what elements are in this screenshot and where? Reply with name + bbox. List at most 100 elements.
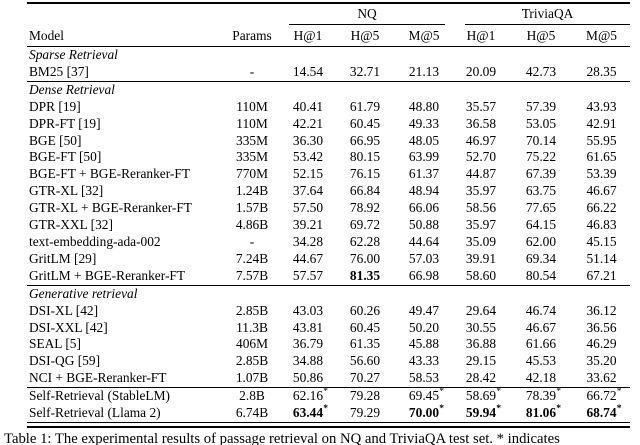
model-cell: BGE [50] bbox=[29, 132, 82, 148]
metric-value: 62.28 bbox=[349, 233, 381, 249]
metric-value: 63.75 bbox=[525, 183, 557, 199]
group-rule: TriviaQA bbox=[465, 4, 631, 25]
metric-value: 48.05 bbox=[408, 132, 440, 148]
table-row: DPR-FT [19] 110M 42.21 60.45 49.33 36.58 53.05… bbox=[27, 116, 630, 133]
metric-value: 61.37 bbox=[408, 166, 440, 182]
metric-value: 46.83 bbox=[586, 217, 617, 233]
table-row: BM25 [37] -14.54 32.71 21.13 20.09 42.73 28.35 bbox=[27, 63, 631, 82]
table-caption: Table 1: The experimental results of pas… bbox=[4, 431, 560, 445]
table-row: NCI + BGE-Reranker-FT 1.07B 50.86 70.27 58.5… bbox=[27, 370, 631, 389]
metric-value: 66.84 bbox=[349, 183, 381, 199]
metric-value: 57.57 bbox=[292, 267, 324, 283]
metric-value: 43.81 bbox=[292, 319, 324, 335]
metric-cell: 50.20 bbox=[395, 320, 453, 337]
model-cell: DSI-XXL [42] bbox=[29, 319, 108, 335]
metric-cell: 69.34 bbox=[509, 251, 573, 268]
metric-cell: 35.97 bbox=[453, 183, 509, 200]
metric-value: 42.18 bbox=[525, 370, 557, 386]
col-header-model-0: Model bbox=[27, 25, 223, 47]
metric-value: 34.28 bbox=[292, 233, 324, 249]
metric-value: 36.56 bbox=[586, 319, 617, 335]
metric-value: 76.00 bbox=[349, 250, 381, 266]
metric-value: 75.22 bbox=[525, 149, 557, 165]
metric-cell: 42.21 bbox=[281, 116, 335, 133]
metric-value: 76.15 bbox=[349, 166, 381, 182]
col-header-params-1: Params bbox=[223, 25, 281, 47]
metric-value: 43.03 bbox=[292, 302, 324, 318]
model-cell: GTR-XL + BGE-Reranker-FT bbox=[29, 200, 192, 216]
metric-cell: 35.57 bbox=[453, 99, 509, 116]
metric-cell: 58.56 bbox=[453, 200, 509, 217]
metric-cell: 60.45 bbox=[335, 116, 395, 133]
metric-cell: 44.64 bbox=[395, 234, 453, 251]
params-cell: 4.86B bbox=[235, 217, 269, 233]
metric-value: 70.14 bbox=[525, 132, 557, 148]
metric-value: 66.06 bbox=[408, 200, 440, 216]
metric-value: 61.79 bbox=[349, 98, 381, 114]
metric-value: 79.28 bbox=[349, 388, 381, 404]
metric-cell: 36.79 bbox=[281, 336, 335, 353]
metric-cell: 30.55 bbox=[453, 320, 509, 337]
params-cell: 2.85B bbox=[235, 302, 269, 318]
metric-cell: 50.88 bbox=[395, 217, 453, 234]
metric-cell: 29.15 bbox=[453, 353, 509, 370]
metric-value: 40.41 bbox=[292, 98, 324, 114]
metric-value: 50.20 bbox=[408, 319, 440, 335]
metric-cell: 40.41 bbox=[281, 99, 335, 116]
metric-cell: 44.67 bbox=[281, 251, 335, 268]
metric-cell: 49.47 bbox=[395, 303, 453, 320]
metric-cell: 66.98 bbox=[395, 267, 453, 286]
metric-value: 66.98 bbox=[408, 267, 440, 283]
metric-value: 58.69 bbox=[465, 388, 497, 404]
metric-cell: 64.15 bbox=[509, 217, 573, 234]
table-row: Self-Retrieval (Llama 2) 6.74B 63.44* 79.29… bbox=[27, 404, 630, 422]
metric-value: 64.15 bbox=[525, 217, 557, 233]
metric-cell: 36.30 bbox=[281, 133, 335, 150]
metric-cell: 67.21 bbox=[573, 267, 631, 286]
metric-cell: 42.18 bbox=[509, 370, 573, 389]
params-cell: 7.57B bbox=[223, 267, 281, 286]
metric-cell: 76.00 bbox=[335, 251, 395, 268]
metric-cell: 80.15 bbox=[335, 149, 395, 166]
metric-value: 46.67 bbox=[525, 319, 557, 335]
params-cell: 2.85B bbox=[235, 353, 269, 369]
metric-cell: 75.22 bbox=[509, 149, 573, 166]
metric-cell: 69.45* bbox=[408, 386, 444, 404]
metric-cell: 60.26 bbox=[335, 303, 395, 320]
metric-cell: 63.75 bbox=[509, 183, 573, 200]
metric-cell: 67.39 bbox=[509, 166, 573, 183]
group-header-nq: NQ bbox=[281, 3, 453, 25]
metric-value: 48.94 bbox=[408, 183, 440, 199]
table-row: SEAL [5] 406M 36.79 61.35 45.88 36.88 61.66 46.… bbox=[27, 336, 630, 353]
metric-value: 46.67 bbox=[586, 183, 617, 199]
metric-cell: 57.50 bbox=[281, 200, 335, 217]
table-row: DPR [19] 110M 40.41 61.79 48.80 35.57 57.39 43.… bbox=[27, 99, 630, 116]
metric-cell: 61.66 bbox=[509, 336, 573, 353]
metric-value: 42.91 bbox=[586, 115, 617, 131]
model-cell: GritLM + BGE-Reranker-FT bbox=[27, 267, 223, 286]
metric-value: 78.39 bbox=[525, 388, 557, 404]
metric-cell: 78.92 bbox=[335, 200, 395, 217]
metric-cell: 50.86 bbox=[281, 370, 335, 389]
metric-value: 81.06 bbox=[525, 405, 557, 421]
metric-value: 60.45 bbox=[349, 319, 381, 335]
metric-cell: 42.73 bbox=[509, 63, 573, 82]
group-rule: NQ bbox=[289, 4, 445, 25]
metric-value: 80.15 bbox=[349, 149, 381, 165]
metric-cell: 14.54 bbox=[281, 63, 335, 82]
metric-value: 29.15 bbox=[465, 353, 497, 369]
metric-cell: 57.39 bbox=[509, 99, 573, 116]
metric-cell: 61.65 bbox=[573, 149, 630, 166]
metric-cell: 66.06 bbox=[395, 200, 453, 217]
params-cell: 770M bbox=[236, 166, 268, 182]
section-label: Generative retrieval bbox=[29, 285, 138, 301]
metric-value: 34.88 bbox=[292, 353, 324, 369]
table-row: DSI-QG [59] 2.85B 34.88 56.60 43.33 29.15 45.5… bbox=[27, 353, 630, 370]
metric-cell: 46.83 bbox=[573, 217, 630, 234]
metric-value: 46.97 bbox=[465, 132, 497, 148]
params-cell: 2.8B bbox=[239, 388, 265, 404]
metric-value: 70.27 bbox=[349, 370, 381, 386]
params-cell: 6.74B bbox=[235, 405, 269, 421]
metric-value: 49.33 bbox=[408, 115, 440, 131]
model-cell: GTR-XXL [32] bbox=[29, 217, 113, 233]
